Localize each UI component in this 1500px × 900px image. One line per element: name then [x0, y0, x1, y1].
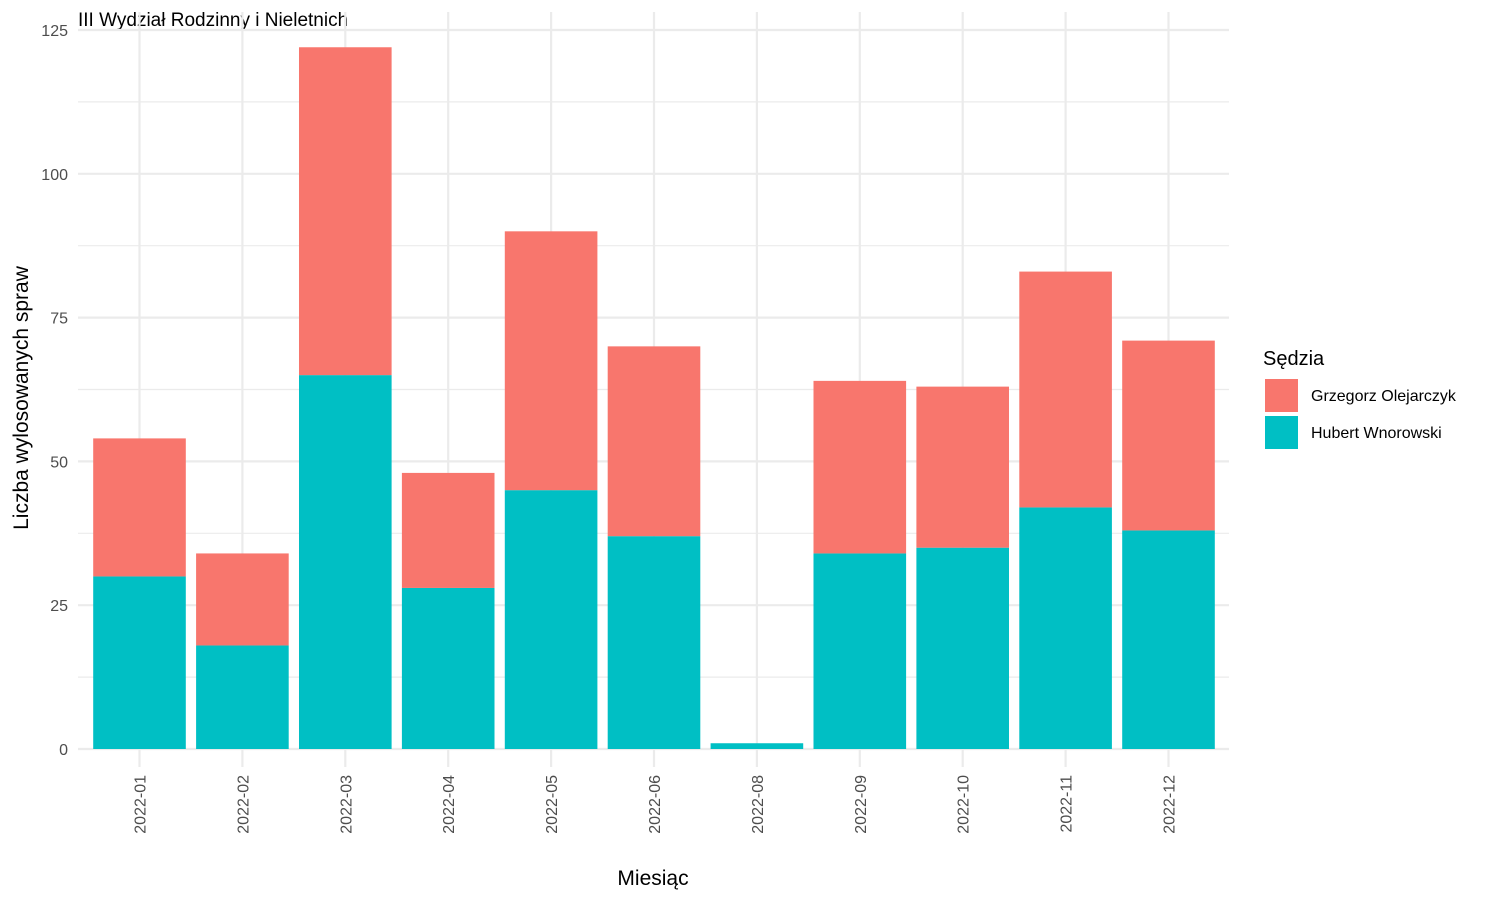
bar-2022-01-series-0: [93, 576, 186, 749]
bar-2022-03-series-1: [298, 47, 392, 376]
y-tick-label: 75: [50, 311, 68, 328]
x-tick-label: 2022-04: [441, 775, 458, 834]
chart-title: III Wydział Rodzinny i Nieletnich: [78, 10, 348, 31]
legend-label: Grzegorz Olejarczyk: [1311, 388, 1457, 405]
y-tick-label: 0: [59, 742, 68, 759]
y-tick-label: 125: [41, 23, 68, 40]
bar-2022-10-series-1: [916, 386, 1010, 548]
y-tick-label: 25: [50, 598, 68, 615]
x-tick-label: 2022-10: [956, 775, 973, 834]
x-tick-label: 2022-05: [544, 775, 561, 834]
bar-2022-12-series-1: [1122, 340, 1215, 531]
y-axis-ticks: 0 25 50 75 100 125: [41, 23, 68, 759]
x-tick-label: 2022-02: [235, 775, 252, 834]
x-axis-title: Miesiąc: [617, 867, 688, 890]
x-tick-label: 2022-09: [853, 775, 870, 834]
bar-2022-02-series-1: [196, 553, 289, 646]
bar-2022-10-series-0: [916, 547, 1010, 749]
legend: Sędzia Grzegorz Olejarczyk Hubert Wnorows…: [1263, 348, 1457, 449]
legend-label: Hubert Wnorowski: [1311, 425, 1442, 442]
bar-2022-04-series-1: [401, 472, 495, 588]
y-tick-label: 100: [41, 167, 68, 184]
x-tick-label: 2022-11: [1059, 775, 1076, 833]
bar-2022-01-series-1: [93, 438, 186, 577]
y-axis-title: Liczba wylosowanych spraw: [10, 265, 33, 530]
x-tick-label: 2022-03: [338, 775, 355, 834]
legend-swatch: [1265, 416, 1298, 449]
bar-2022-02-series-0: [196, 645, 289, 749]
bar-2022-04-series-0: [401, 587, 495, 749]
x-tick-label: 2022-06: [647, 775, 664, 834]
bar-2022-09-series-0: [813, 553, 907, 749]
x-tick-label: 2022-08: [750, 775, 767, 834]
y-tick-label: 50: [50, 454, 68, 471]
bar-2022-06-series-0: [607, 536, 701, 749]
x-tick-label: 2022-01: [133, 775, 150, 834]
bar-2022-06-series-1: [607, 346, 701, 537]
legend-swatch: [1265, 379, 1298, 412]
bar-2022-12-series-0: [1122, 530, 1215, 749]
bar-2022-08-series-0: [710, 743, 804, 749]
bar-2022-05-series-1: [504, 231, 598, 491]
x-tick-label: 2022-12: [1162, 775, 1179, 834]
bar-2022-11-series-1: [1019, 271, 1112, 508]
bars: [93, 47, 1215, 749]
bar-2022-09-series-1: [813, 380, 907, 554]
legend-title: Sędzia: [1263, 348, 1325, 370]
x-axis-ticks: 2022-01 2022-02 2022-03 2022-04 2022-05 2022-…: [133, 775, 1179, 834]
bar-2022-05-series-0: [504, 490, 598, 749]
bar-2022-11-series-0: [1019, 507, 1112, 749]
bar-2022-03-series-0: [298, 375, 392, 749]
